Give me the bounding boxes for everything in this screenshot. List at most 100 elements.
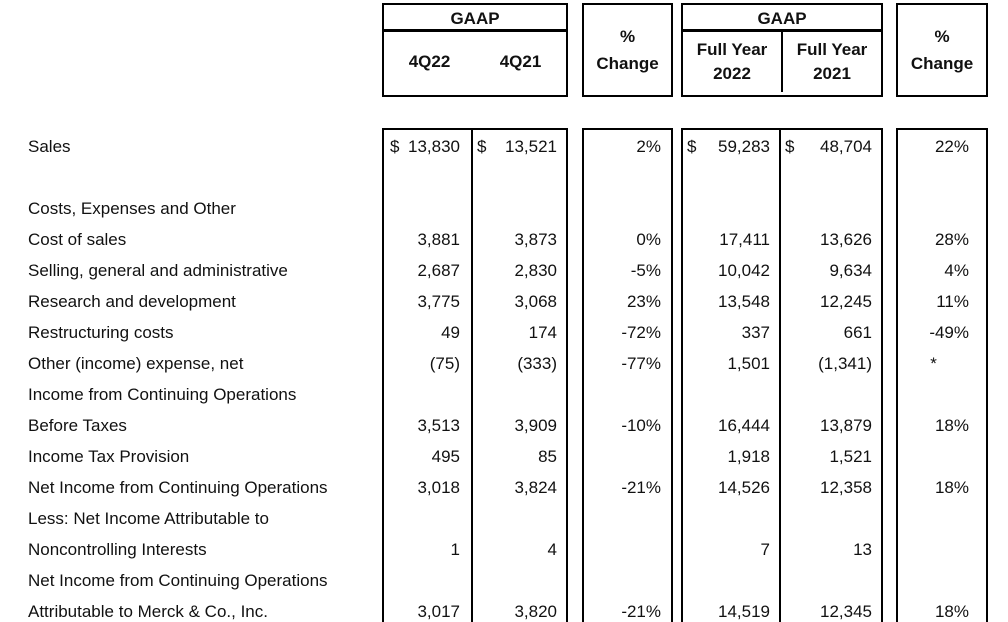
cell-quarter-change: -10% (621, 416, 661, 435)
row-before-taxes: Before Taxes 3,513 3,909 -10% 16,444 13,… (0, 410, 1008, 441)
header-fullyear-group: GAAP Full Year 2022 Full Year 2021 (681, 3, 883, 97)
cell-fullyear-change: -49% (929, 323, 969, 342)
row-selling-general-administrative: Selling, general and administrative 2,68… (0, 255, 1008, 286)
column-divider (779, 130, 781, 622)
cell-4q21: 3,068 (514, 292, 557, 311)
cell-fy2022: 59,283 (718, 137, 770, 156)
cell-4q22: 2,687 (417, 261, 460, 280)
cell-4q21: 4 (547, 540, 557, 559)
cell-fy2021: 1,521 (829, 447, 872, 466)
dollar-sign: $ (785, 137, 795, 156)
column-header-fullyear-2022: Full Year 2022 (683, 32, 783, 92)
quarter-group-title: GAAP (384, 5, 566, 32)
row-income-tax-provision: Income Tax Provision 495 85 1,918 1,521 (0, 441, 1008, 472)
cell-fy2022: 1,918 (727, 447, 770, 466)
cell-quarter-change: -5% (630, 261, 661, 280)
row-net-income-continuing-operations-2: Net Income from Continuing Operations (0, 565, 1008, 596)
cell-4q21: (333) (517, 354, 557, 373)
cell-4q21: 85 (538, 447, 557, 466)
row-cost-of-sales: Cost of sales 3,881 3,873 0% 17,411 13,6… (0, 224, 1008, 255)
cell-4q21: 3,824 (514, 478, 557, 497)
cell-4q21: 3,909 (514, 416, 557, 435)
row-label: Cost of sales (28, 230, 127, 249)
row-label: Net Income from Continuing Operations (28, 478, 328, 497)
change-label: Change (596, 54, 659, 73)
row-label: Other (income) expense, net (28, 354, 244, 373)
cell-quarter-change: -77% (621, 354, 661, 373)
fullyear-2022-bottom: 2022 (713, 64, 751, 83)
cell-fy2021: 48,704 (820, 137, 872, 156)
cell-fy2022: 14,519 (718, 602, 770, 621)
cell-fy2022: 10,042 (718, 261, 770, 280)
row-label: Income from Continuing Operations (28, 385, 297, 404)
cell-fullyear-change: 18% (934, 602, 969, 621)
column-divider (471, 130, 473, 622)
cell-4q21: 3,820 (514, 602, 557, 621)
cell-fullyear-change: 28% (934, 230, 969, 249)
cell-fy2021: 12,345 (820, 602, 872, 621)
row-label: Less: Net Income Attributable to (28, 509, 269, 528)
cell-fy2021: 9,634 (829, 261, 872, 280)
cell-fullyear-change: 18% (934, 478, 969, 497)
cell-fy2022: 16,444 (718, 416, 770, 435)
cell-quarter-change: 2% (636, 137, 661, 156)
cell-fullyear-change: * (930, 354, 937, 373)
row-label: Costs, Expenses and Other (28, 199, 236, 218)
row-blank (0, 162, 1008, 193)
cell-fullyear-change: 22% (934, 137, 969, 156)
row-label: Noncontrolling Interests (28, 540, 207, 559)
cell-4q21: 2,830 (514, 261, 557, 280)
cell-fy2021: 13 (853, 540, 872, 559)
cell-fy2021: 661 (843, 323, 872, 342)
cell-quarter-change: -72% (621, 323, 661, 342)
row-label: Attributable to Merck & Co., Inc. (28, 602, 268, 621)
cell-fy2021: 12,358 (820, 478, 872, 497)
fullyear-2021-bottom: 2021 (813, 64, 851, 83)
cell-fy2022: 13,548 (718, 292, 770, 311)
percent-sign-label: % (934, 27, 950, 46)
cell-quarter-change: 0% (636, 230, 661, 249)
cell-4q22: 3,775 (417, 292, 460, 311)
header-fullyear-percent-change: % Change (896, 3, 988, 97)
fullyear-2021-top: Full Year (796, 40, 868, 59)
header-quarter-group: GAAP 4Q22 4Q21 (382, 3, 568, 97)
fullyear-subheaders: Full Year 2022 Full Year 2021 (683, 32, 881, 92)
cell-fy2022: 7 (760, 540, 770, 559)
cell-fy2021: (1,341) (818, 354, 872, 373)
cell-fy2022: 17,411 (719, 230, 770, 249)
cell-fy2021: 13,879 (820, 416, 872, 435)
fullyear-2022-top: Full Year (696, 40, 768, 59)
row-less-net-income-attributable: Less: Net Income Attributable to (0, 503, 1008, 534)
cell-4q22: 3,881 (417, 230, 460, 249)
percent-sign-label: % (619, 27, 636, 46)
row-noncontrolling-interests: Noncontrolling Interests 1 4 7 13 (0, 534, 1008, 565)
cell-fullyear-change: 11% (936, 292, 969, 311)
table-body: Sales $ 13,830 $ 13,521 2% $ 59,283 $ 48… (0, 131, 1008, 622)
column-header-fullyear-2021: Full Year 2021 (783, 32, 881, 92)
row-label: Restructuring costs (28, 323, 174, 342)
row-label: Sales (28, 137, 71, 156)
cell-quarter-change: 23% (626, 292, 661, 311)
cell-4q22: 49 (441, 323, 460, 342)
row-label: Income Tax Provision (28, 447, 190, 466)
quarter-values-box (382, 128, 568, 622)
fullyear-group-title: GAAP (683, 5, 881, 32)
cell-fy2022: 14,526 (718, 478, 770, 497)
cell-4q21: 13,521 (505, 137, 557, 156)
cell-4q22: 3,017 (417, 602, 460, 621)
row-research-development: Research and development 3,775 3,068 23%… (0, 286, 1008, 317)
row-sales: Sales $ 13,830 $ 13,521 2% $ 59,283 $ 48… (0, 131, 1008, 162)
column-header-4q22: 4Q22 (408, 52, 451, 71)
fullyear-change-box (896, 128, 988, 622)
cell-4q22: 13,830 (408, 137, 460, 156)
cell-quarter-change: -21% (621, 478, 661, 497)
row-costs-expenses-header: Costs, Expenses and Other (0, 193, 1008, 224)
cell-4q22: 3,018 (417, 478, 460, 497)
dollar-sign: $ (477, 137, 487, 156)
dollar-sign: $ (390, 137, 400, 156)
cell-4q22: 1 (450, 540, 460, 559)
dollar-sign: $ (687, 137, 697, 156)
cell-quarter-change: -21% (621, 602, 661, 621)
cell-fullyear-change: 18% (934, 416, 969, 435)
